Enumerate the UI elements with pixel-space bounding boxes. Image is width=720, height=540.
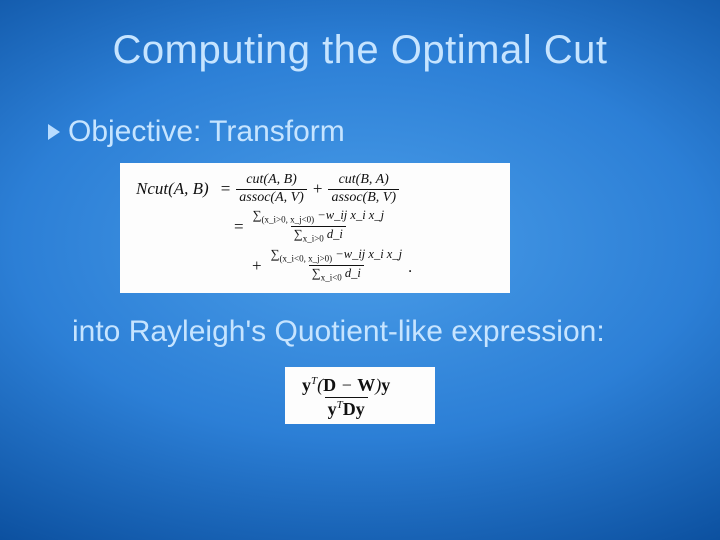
frac-num: ∑(x_i>0, x_j<0) −w_ij x_i x_j xyxy=(250,209,387,226)
frac-den: ∑x_i<0 d_i xyxy=(309,265,364,283)
plus-sign: + xyxy=(252,257,262,275)
equals-sign: = xyxy=(221,180,231,198)
chevron-right-icon xyxy=(48,124,60,140)
bullet-label: Objective: xyxy=(68,115,201,148)
frac-num: cut(A, B) xyxy=(243,173,300,189)
ncut-line-3: + ∑(x_i<0, x_j>0) −w_ij x_i x_j ∑x_i<0 d… xyxy=(246,248,494,283)
period: . xyxy=(408,260,412,277)
slide-title: Computing the Optimal Cut xyxy=(0,0,720,73)
bullet-text: Objective: Transform xyxy=(68,115,345,149)
ncut-formula-box: Ncut(A, B) = cut(A, B) assoc(A, V) + cut… xyxy=(120,163,510,293)
bullet-rest: Transform xyxy=(201,115,344,148)
frac-sum-1: ∑(x_i>0, x_j<0) −w_ij x_i x_j ∑x_i>0 d_i xyxy=(250,209,387,244)
frac-cutAB-assocAV: cut(A, B) assoc(A, V) xyxy=(236,173,307,205)
equals-sign: = xyxy=(234,218,244,236)
rayleigh-formula-box: yT(D − W)y yTDy xyxy=(285,367,435,424)
ncut-line-1: Ncut(A, B) = cut(A, B) assoc(A, V) + cut… xyxy=(136,173,494,205)
continuation-text: into Rayleigh's Quotient-like expression… xyxy=(72,315,720,349)
frac-num: cut(B, A) xyxy=(336,173,392,189)
frac-den: assoc(B, V) xyxy=(328,189,399,206)
frac-den: ∑x_i>0 d_i xyxy=(291,226,346,244)
plus-sign: + xyxy=(313,180,323,198)
frac-sum-2: ∑(x_i<0, x_j>0) −w_ij x_i x_j ∑x_i<0 d_i xyxy=(268,248,405,283)
frac-den: assoc(A, V) xyxy=(236,189,307,206)
ncut-lhs: Ncut(A, B) xyxy=(136,180,209,198)
ncut-line-2: = ∑(x_i>0, x_j<0) −w_ij x_i x_j ∑x_i>0 d… xyxy=(228,209,494,244)
bullet-row: Objective: Transform xyxy=(48,115,720,149)
frac-cutBA-assocBV: cut(B, A) assoc(B, V) xyxy=(328,173,399,205)
rayleigh-fraction: yT(D − W)y yTDy xyxy=(299,375,393,420)
rayleigh-num: yT(D − W)y xyxy=(299,375,393,397)
rayleigh-den: yTDy xyxy=(325,397,368,420)
frac-num: ∑(x_i<0, x_j>0) −w_ij x_i x_j xyxy=(268,248,405,265)
